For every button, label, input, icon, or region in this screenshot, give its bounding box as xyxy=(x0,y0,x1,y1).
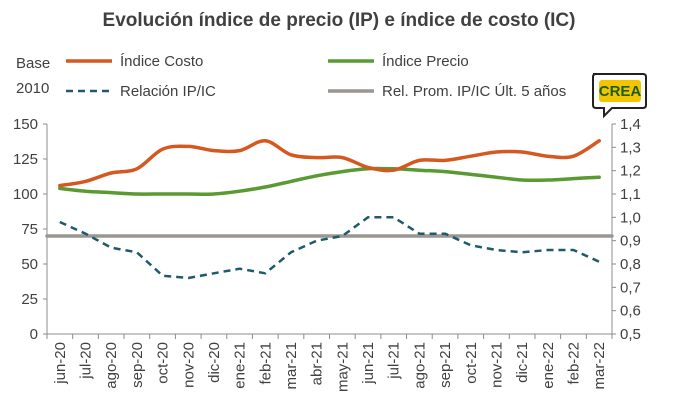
right-tick-label: 1,0 xyxy=(620,209,641,226)
right-tick-label: 1,4 xyxy=(620,116,641,133)
series-line-indice-costo xyxy=(58,139,601,188)
left-tick-label: 150 xyxy=(13,116,38,133)
legend-label: Índice Costo xyxy=(120,53,203,70)
x-tick-label: jun-21 xyxy=(360,342,377,385)
legend-label: Relación IP/IC xyxy=(120,83,216,100)
x-tick-label: mar-21 xyxy=(283,342,300,390)
base-label-line2: 2010 xyxy=(16,80,49,97)
right-tick-label: 1,2 xyxy=(620,163,641,180)
x-tick-label: oct-20 xyxy=(155,342,172,384)
x-tick-label: jul-21 xyxy=(386,342,403,380)
legend-label: Rel. Prom. IP/IC Últ. 5 años xyxy=(382,83,566,100)
legend: Índice Costo Índice Precio Relación IP/IC R… xyxy=(66,53,566,100)
right-tick-label: 1,3 xyxy=(620,139,641,156)
x-tick-label: abr-21 xyxy=(309,342,326,385)
x-tick-label: dic-21 xyxy=(514,342,531,383)
x-tick-label: may-21 xyxy=(334,342,351,392)
x-tick-label: nov-21 xyxy=(488,342,505,388)
right-tick-label: 0,5 xyxy=(620,326,641,343)
series-line-indice-precio xyxy=(58,166,601,196)
right-tick-label: 0,7 xyxy=(620,279,641,296)
x-tick-label: ene-21 xyxy=(232,342,249,389)
x-tick-label: sep-20 xyxy=(129,342,146,388)
x-tick-label: nov-20 xyxy=(180,342,197,388)
x-tick-label: oct-21 xyxy=(463,342,480,384)
series-layer xyxy=(45,139,614,280)
legend-label: Índice Precio xyxy=(382,53,469,70)
right-tick-label: 0,8 xyxy=(620,256,641,273)
right-tick-label: 1,1 xyxy=(620,186,641,203)
left-tick-label: 125 xyxy=(13,151,38,168)
logo-text: CREA xyxy=(599,83,642,100)
base-label-line1: Base xyxy=(16,55,50,72)
right-tick-label: 0,9 xyxy=(620,233,641,250)
crea-logo: CREA xyxy=(592,73,647,119)
x-tick-label: ene-22 xyxy=(540,342,557,389)
x-tick-label: mar-22 xyxy=(591,342,608,390)
axes: 0 25 50 75 100 125 150 0,5 0,6 0,7 0,8 0,9 1,0 1,1 1,2… xyxy=(13,116,641,392)
chart-title: Evolución índice de precio (IP) e índice… xyxy=(103,10,576,31)
left-tick-label: 0 xyxy=(30,326,38,343)
series-line-relacion-ip-ic xyxy=(59,216,600,280)
x-tick-label: jun-20 xyxy=(52,342,69,385)
x-tick-label: feb-22 xyxy=(565,342,582,385)
x-tick-label: jul-20 xyxy=(78,342,95,380)
left-tick-label: 25 xyxy=(21,291,38,308)
left-tick-label: 50 xyxy=(21,256,38,273)
logo-badge xyxy=(599,80,641,102)
x-tick-label: feb-21 xyxy=(257,342,274,385)
x-tick-label: ago-21 xyxy=(411,342,428,389)
x-tick-label: dic-20 xyxy=(206,342,223,383)
left-tick-label: 100 xyxy=(13,186,38,203)
x-tick-label: sep-21 xyxy=(437,342,454,388)
right-tick-label: 0,6 xyxy=(620,303,641,320)
x-tick-label: ago-20 xyxy=(103,342,120,389)
left-tick-label: 75 xyxy=(21,221,38,238)
